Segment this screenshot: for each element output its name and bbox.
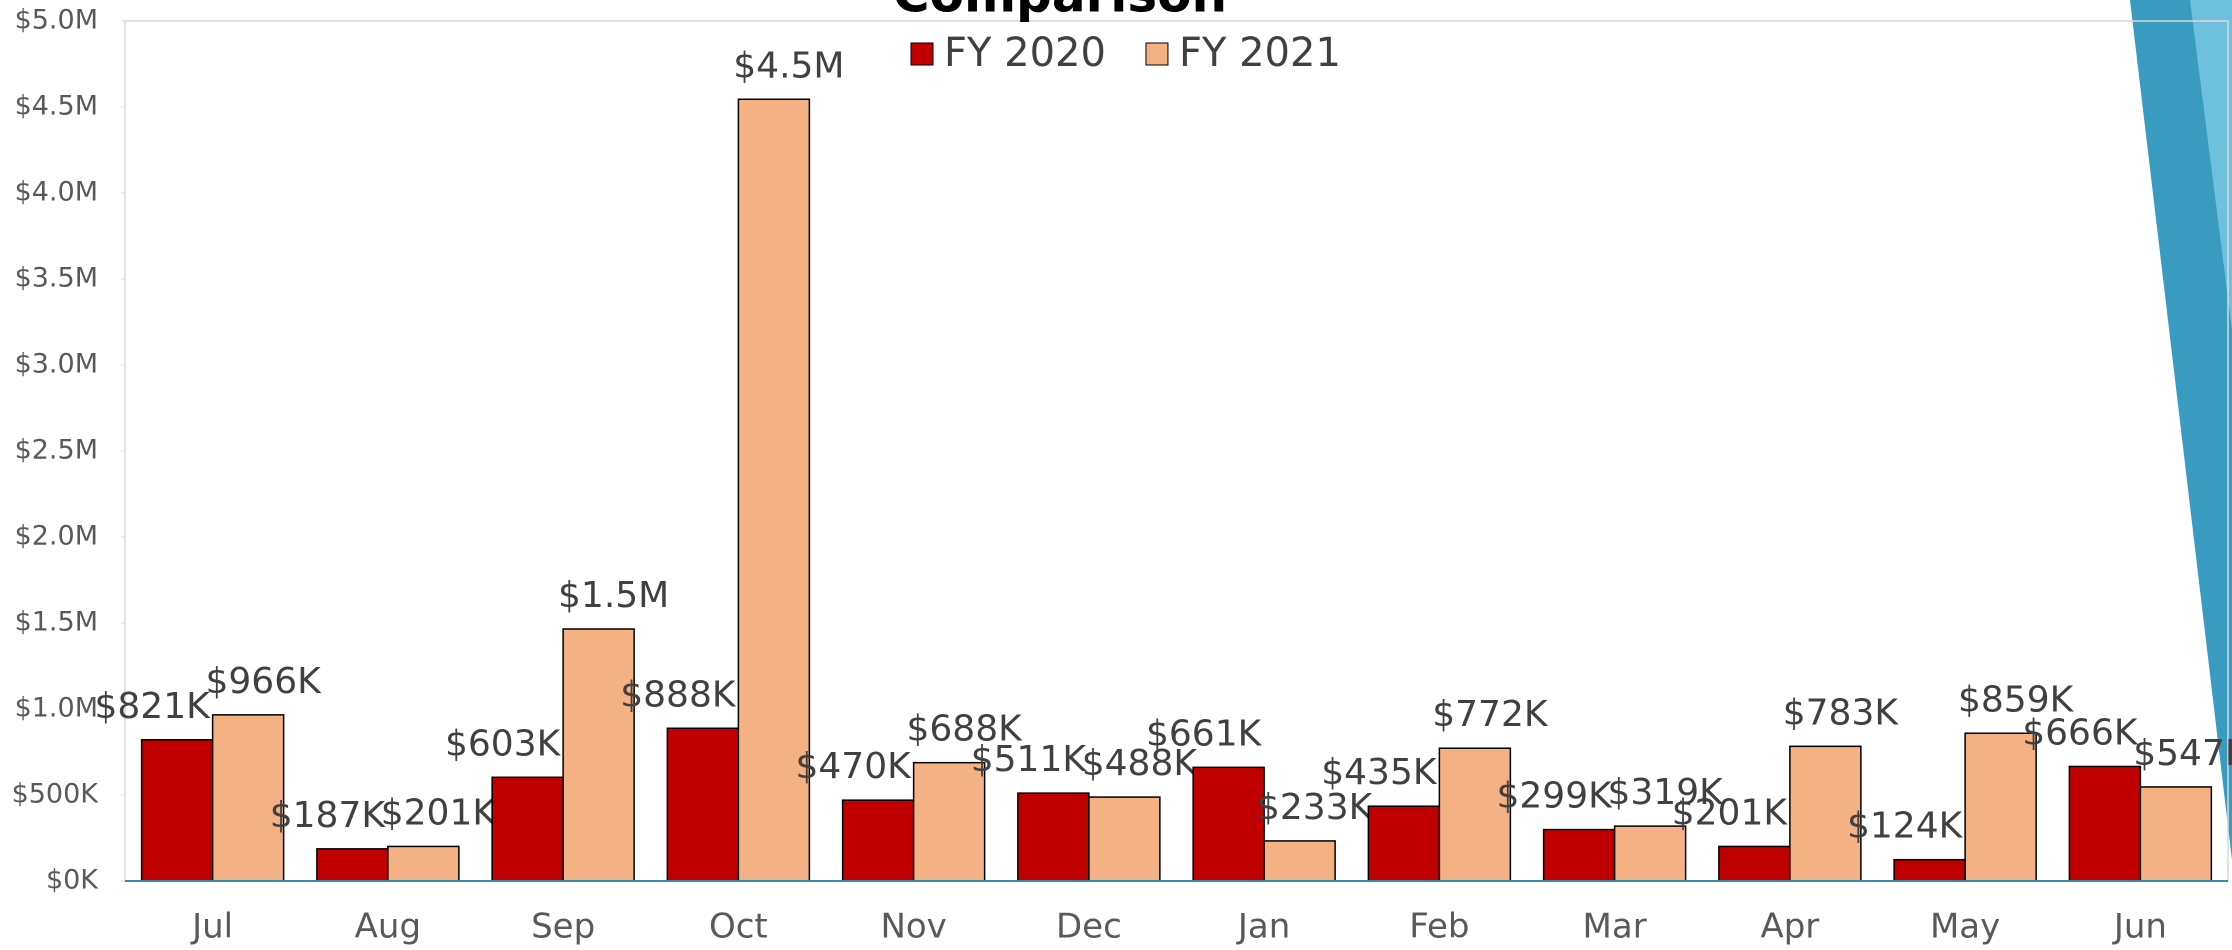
x-tick-label: Mar — [1583, 907, 1647, 947]
y-tick-label: $0K — [46, 865, 99, 896]
x-tick-label: Sep — [531, 907, 595, 947]
bar — [1263, 840, 1336, 882]
bar — [1017, 792, 1090, 882]
x-tick-label: Jun — [2112, 907, 2167, 947]
data-label: $859K — [1958, 679, 2075, 720]
x-tick-label: Nov — [880, 907, 946, 947]
data-label: $661K — [1146, 713, 1263, 754]
x-tick-label: Jul — [190, 907, 233, 947]
data-label: $124K — [1847, 806, 1964, 847]
data-label: $688K — [907, 709, 1024, 750]
data-label: $201K — [381, 792, 498, 833]
data-label: $201K — [1672, 792, 1789, 833]
legend-swatch — [1145, 42, 1169, 66]
data-label: $603K — [445, 723, 562, 764]
chart-title: Comparison — [893, 0, 1227, 24]
x-tick-label: Aug — [355, 907, 421, 947]
data-label: $488K — [1082, 743, 1199, 784]
data-label: $319K — [1608, 772, 1725, 813]
data-label: $821K — [95, 686, 212, 727]
decoration — [2130, 0, 2232, 860]
data-label: $233K — [1257, 787, 1374, 828]
x-tick-label: Oct — [709, 907, 768, 947]
bar — [1613, 825, 1687, 882]
bar — [1542, 828, 1616, 882]
bar — [491, 776, 564, 882]
bar — [1438, 747, 1512, 882]
data-label: $1.5M — [558, 575, 669, 616]
legend-label: FY 2021 — [1179, 30, 1341, 76]
x-tick-label: Feb — [1409, 907, 1469, 947]
bar — [1718, 845, 1791, 882]
bar — [1367, 805, 1441, 882]
data-label: $888K — [620, 674, 737, 715]
bar — [1964, 732, 2037, 882]
data-label: $966K — [206, 661, 323, 702]
data-label: $547K — [2133, 733, 2232, 774]
data-label: $435K — [1321, 752, 1438, 793]
x-tick-label: Dec — [1056, 907, 1122, 947]
data-label: $4.5M — [733, 45, 844, 86]
bar — [666, 727, 740, 882]
y-tick-label: $4.5M — [15, 91, 98, 122]
y-tick-label: $2.5M — [15, 435, 98, 466]
legend-swatch — [910, 42, 934, 66]
y-tick-label: $3.5M — [15, 263, 98, 294]
decoration — [2190, 0, 2232, 330]
data-label: $783K — [1783, 692, 1900, 733]
data-label: $299K — [1497, 776, 1614, 817]
y-tick-label: $5.0M — [15, 5, 98, 36]
bar — [1192, 766, 1265, 882]
bar — [2068, 765, 2142, 882]
x-tick-label: May — [1930, 907, 2000, 947]
bar — [140, 739, 214, 882]
x-tick-label: Jan — [1236, 907, 1290, 947]
bar — [2139, 786, 2213, 882]
bar — [1789, 745, 1862, 882]
y-tick-label: $500K — [12, 779, 100, 810]
data-label: $772K — [1432, 694, 1549, 735]
data-label: $666K — [2022, 712, 2139, 753]
bar — [211, 714, 285, 882]
bar — [841, 799, 915, 882]
data-label: $470K — [796, 746, 913, 787]
y-tick-label: $3.0M — [15, 349, 98, 380]
y-tick-label: $2.0M — [15, 521, 98, 552]
x-tick-label: Apr — [1760, 907, 1819, 947]
bar — [562, 628, 635, 882]
bar — [737, 98, 811, 882]
bar — [316, 848, 389, 882]
bar — [1893, 858, 1966, 882]
y-tick-label: $1.5M — [15, 607, 98, 638]
bar — [912, 761, 986, 882]
y-tick-label: $4.0M — [15, 177, 98, 208]
y-tick-label: $1.0M — [15, 693, 98, 724]
legend-label: FY 2020 — [944, 30, 1106, 76]
data-label: $511K — [971, 739, 1088, 780]
bar — [1088, 796, 1161, 882]
data-label: $187K — [270, 795, 387, 836]
bar — [387, 845, 460, 882]
